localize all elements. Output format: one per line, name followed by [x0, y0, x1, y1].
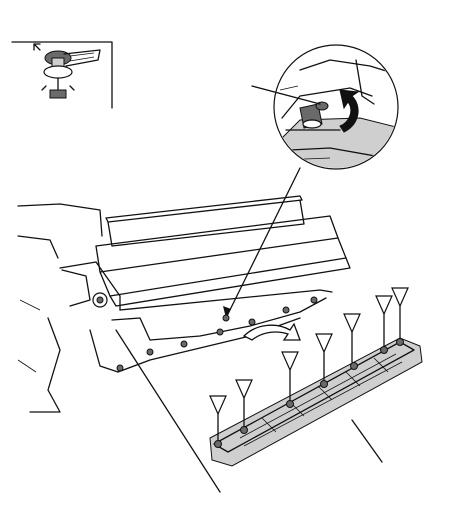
- removal-arrow-icon: [242, 322, 301, 341]
- clip-inset: [11, 41, 113, 109]
- detail-leader-line: [225, 167, 301, 319]
- curved-arrow-icon: [339, 89, 360, 133]
- clip-marker-icon: [343, 313, 361, 363]
- leader-arrowhead: [223, 306, 231, 318]
- under-cover-panel: [209, 337, 423, 467]
- clip-marker-icon: [391, 287, 409, 339]
- detail-magnifier: [251, 44, 399, 170]
- detail-callout-line: [251, 85, 321, 105]
- push-clip-icon: [33, 43, 101, 99]
- clip-marker-icon: [315, 333, 333, 381]
- clip-marker-icon: [375, 295, 393, 347]
- cover-callout-line: [351, 419, 383, 463]
- clip-markers: [209, 287, 409, 441]
- clip-marker-icon: [281, 351, 299, 401]
- bumper-assembly: [17, 195, 351, 493]
- clip-marker-icon: [235, 379, 253, 427]
- clip-marker-icon: [209, 395, 227, 441]
